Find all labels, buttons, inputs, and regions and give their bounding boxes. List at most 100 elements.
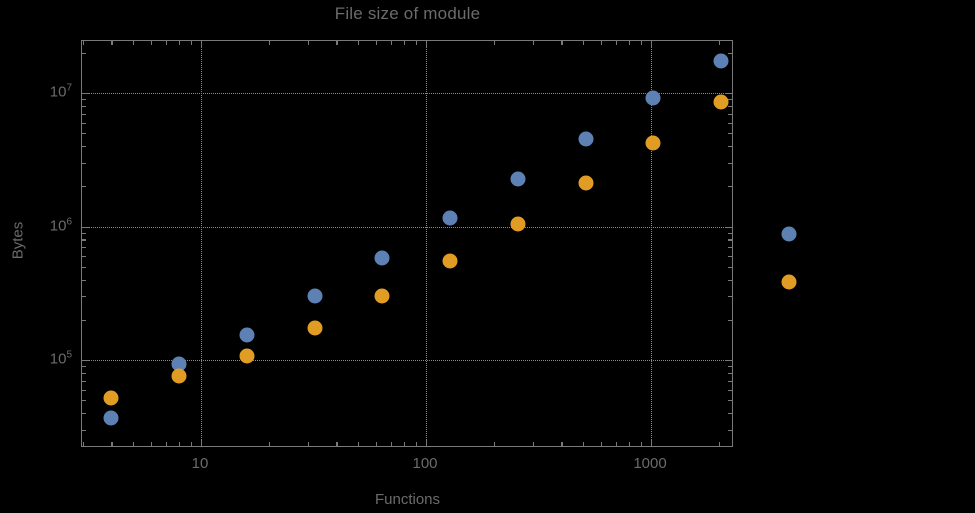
data-point-series-2-7 bbox=[578, 175, 594, 191]
x-tick-top-2000 bbox=[718, 41, 720, 45]
y-tick-60000 bbox=[82, 389, 86, 391]
gridline-horizontal-0 bbox=[82, 360, 732, 361]
x-tick-80 bbox=[404, 442, 406, 446]
y-tick-right-40000 bbox=[728, 413, 732, 415]
y-tick-right-300000 bbox=[728, 296, 732, 298]
data-point-series-1-7 bbox=[578, 131, 594, 147]
data-point-series-1-6 bbox=[510, 171, 526, 187]
y-tick-30000 bbox=[82, 429, 86, 431]
y-tick-300000 bbox=[82, 296, 86, 298]
data-point-series-1-2 bbox=[239, 327, 255, 343]
y-tick-right-4000000 bbox=[728, 146, 732, 148]
gridline-vertical-0 bbox=[201, 41, 202, 446]
x-tick-top-4 bbox=[111, 41, 113, 45]
x-tick-800 bbox=[629, 442, 631, 446]
x-tick-70 bbox=[391, 442, 393, 446]
x-tick-900 bbox=[640, 442, 642, 446]
data-point-series-1-8 bbox=[645, 90, 661, 106]
y-tick-right-8000000 bbox=[728, 105, 732, 108]
y-tick-right-3000000 bbox=[728, 162, 732, 164]
y-tick-right-100000 bbox=[725, 360, 732, 362]
x-tick-40 bbox=[336, 442, 338, 446]
y-tick-6000000 bbox=[82, 122, 86, 124]
y-tick-80000 bbox=[82, 372, 86, 375]
x-tick-top-100 bbox=[426, 41, 428, 48]
y-tick-100000 bbox=[82, 360, 89, 362]
y-tick-600000 bbox=[82, 256, 86, 258]
x-tick-10 bbox=[201, 439, 203, 446]
data-point-series-2-4 bbox=[374, 288, 390, 304]
y-tick-900000 bbox=[82, 232, 86, 234]
x-tick-top-20 bbox=[268, 41, 270, 45]
x-tick-top-7 bbox=[166, 41, 168, 45]
x-tick-300 bbox=[533, 442, 535, 446]
data-point-series-2-3 bbox=[307, 320, 323, 336]
data-point-series-2-1 bbox=[171, 368, 187, 384]
y-tick-right-7000000 bbox=[728, 113, 732, 115]
x-tick-top-10 bbox=[201, 41, 203, 48]
y-tick-200000 bbox=[82, 319, 86, 321]
y-tick-right-60000 bbox=[728, 389, 732, 391]
x-tick-top-60 bbox=[376, 41, 378, 45]
data-point-series-2-0 bbox=[103, 390, 119, 406]
y-tick-right-20000000 bbox=[728, 52, 732, 54]
y-tick-7000000 bbox=[82, 113, 86, 115]
y-tick-40000 bbox=[82, 413, 86, 415]
y-tick-right-2000000 bbox=[728, 186, 732, 188]
chart-title: File size of module bbox=[334, 4, 481, 23]
x-tick-top-300 bbox=[533, 41, 535, 45]
y-tick-right-900000 bbox=[728, 232, 732, 234]
y-tick-right-6000000 bbox=[728, 122, 732, 124]
x-tick-2000 bbox=[718, 442, 720, 446]
y-tick-right-400000 bbox=[728, 279, 732, 281]
x-tick-7 bbox=[166, 442, 168, 446]
y-tick-1000000 bbox=[82, 226, 89, 228]
x-tick-600 bbox=[601, 442, 603, 446]
y-tick-400000 bbox=[82, 279, 86, 281]
x-tick-top-6 bbox=[151, 41, 153, 45]
x-tick-top-9 bbox=[190, 41, 192, 45]
x-tick-top-700 bbox=[616, 41, 618, 45]
y-tick-20000000 bbox=[82, 52, 86, 54]
y-tick-90000 bbox=[82, 366, 86, 368]
x-tick-4 bbox=[111, 442, 113, 446]
x-tick-top-90 bbox=[415, 41, 417, 45]
y-tick-label-1e6: 106 bbox=[49, 216, 72, 235]
data-point-series-2-9 bbox=[713, 94, 729, 110]
y-tick-800000 bbox=[82, 239, 86, 241]
x-tick-6 bbox=[151, 442, 153, 446]
x-tick-30 bbox=[308, 442, 310, 446]
x-axis-title: Functions bbox=[374, 491, 441, 508]
x-tick-1000 bbox=[651, 439, 653, 446]
series-2-outlier bbox=[781, 274, 797, 290]
y-tick-right-80000 bbox=[728, 372, 732, 375]
x-tick-label-10: 10 bbox=[191, 455, 209, 472]
x-tick-label-100: 100 bbox=[412, 455, 438, 472]
data-point-series-1-9 bbox=[713, 53, 729, 69]
x-tick-500 bbox=[583, 442, 585, 446]
x-tick-700 bbox=[616, 442, 618, 446]
x-tick-top-1000 bbox=[651, 41, 653, 48]
x-tick-top-70 bbox=[391, 41, 393, 45]
y-tick-70000 bbox=[82, 380, 86, 382]
y-tick-right-5000000 bbox=[728, 133, 732, 135]
y-tick-label-1e5: 105 bbox=[49, 349, 72, 368]
gridline-horizontal-1 bbox=[82, 226, 732, 228]
plot-area bbox=[81, 40, 733, 447]
x-tick-label-1000: 1000 bbox=[633, 455, 667, 472]
data-point-series-1-4 bbox=[374, 250, 390, 266]
y-tick-right-9000000 bbox=[728, 99, 732, 101]
x-tick-50 bbox=[358, 442, 360, 446]
x-tick-400 bbox=[561, 442, 563, 446]
y-tick-3000000 bbox=[82, 162, 86, 164]
x-tick-top-400 bbox=[561, 41, 563, 45]
gridline-vertical-1 bbox=[426, 41, 427, 446]
data-point-series-1-5 bbox=[442, 210, 458, 226]
x-tick-90 bbox=[415, 442, 417, 446]
y-tick-right-90000 bbox=[728, 366, 732, 368]
y-tick-right-10000000 bbox=[725, 93, 732, 95]
y-tick-right-70000 bbox=[728, 380, 732, 382]
y-tick-right-30000 bbox=[728, 429, 732, 431]
x-tick-20 bbox=[268, 442, 270, 446]
